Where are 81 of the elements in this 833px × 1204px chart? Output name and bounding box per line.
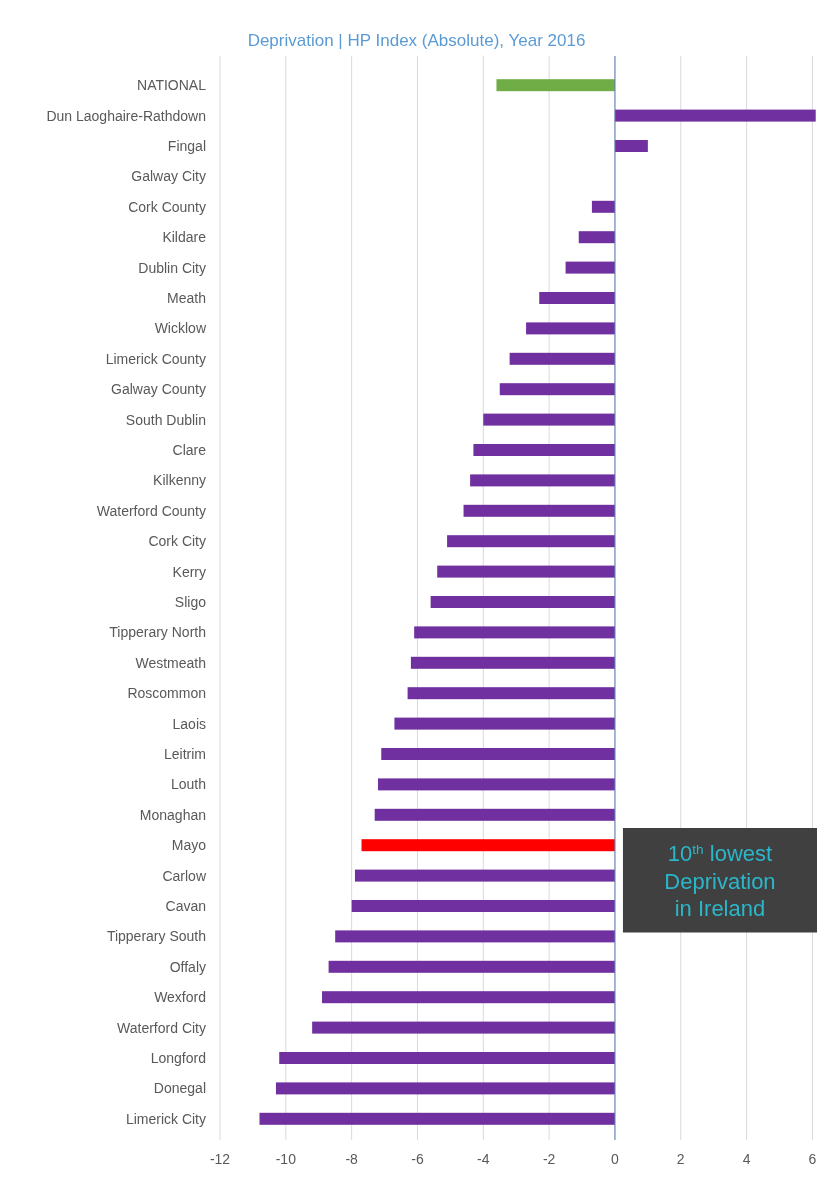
bar xyxy=(328,960,615,973)
bar xyxy=(437,565,615,578)
bar xyxy=(463,504,615,517)
y-tick-label: Clare xyxy=(172,441,207,458)
y-tick-label: Fingal xyxy=(167,137,206,154)
x-tick-label: 0 xyxy=(611,1151,620,1167)
y-tick-label: South Dublin xyxy=(125,411,206,428)
y-tick-label: Louth xyxy=(170,776,206,793)
bar xyxy=(410,656,615,669)
bar xyxy=(509,352,615,365)
bar xyxy=(361,839,615,852)
y-tick-label: Cork County xyxy=(128,198,206,215)
bar xyxy=(354,869,615,882)
bar xyxy=(335,930,615,943)
y-tick-label: Waterford City xyxy=(117,1019,206,1036)
bar xyxy=(614,140,648,152)
y-tick-label: Offaly xyxy=(169,958,206,975)
bar xyxy=(470,474,615,487)
x-tick-label: -12 xyxy=(209,1151,231,1167)
y-tick-label: Monaghan xyxy=(139,806,206,823)
x-tick-label: -2 xyxy=(542,1151,556,1167)
bar xyxy=(526,322,615,335)
bar xyxy=(430,596,615,608)
y-tick-label: Limerick County xyxy=(105,350,206,367)
bar xyxy=(447,535,615,548)
y-tick-label: Roscommon xyxy=(127,685,206,702)
x-tick-label: 4 xyxy=(742,1151,751,1167)
bar xyxy=(578,231,615,244)
y-tick-label: Limerick City xyxy=(125,1110,206,1127)
y-tick-label: Waterford County xyxy=(96,502,206,519)
x-tick-label: -10 xyxy=(275,1151,297,1167)
y-tick-label: Dun Laoghaire-Rathdown xyxy=(46,107,206,124)
bar xyxy=(473,444,615,456)
y-tick-label: Wexford xyxy=(154,989,206,1006)
bar xyxy=(259,1112,615,1125)
bar xyxy=(275,1082,615,1095)
y-tick-label: Tipperary North xyxy=(109,624,206,641)
y-tick-label: Carlow xyxy=(162,867,207,884)
y-tick-label: Sligo xyxy=(174,593,207,610)
bar xyxy=(322,991,615,1004)
y-tick-label: Kildare xyxy=(162,229,207,246)
bar xyxy=(565,261,615,274)
y-tick-label: Galway County xyxy=(111,381,206,398)
bar xyxy=(351,900,615,912)
y-tick-label: Tipperary South xyxy=(106,928,206,945)
y-tick-label: Laois xyxy=(172,715,206,732)
y-tick-label: Dublin City xyxy=(138,259,206,276)
y-tick-label: Cavan xyxy=(165,897,206,914)
y-tick-label: Longford xyxy=(150,1049,206,1066)
bar xyxy=(483,413,615,426)
bar xyxy=(414,626,615,639)
bar xyxy=(374,808,615,821)
x-tick-label: -8 xyxy=(345,1151,359,1167)
y-tick-label: Galway City xyxy=(131,168,206,185)
x-tick-label: 6 xyxy=(808,1151,817,1167)
bar xyxy=(312,1021,615,1034)
x-tick-label: -4 xyxy=(477,1151,490,1167)
y-tick-label: Westmeath xyxy=(135,654,206,671)
y-tick-label: Donegal xyxy=(153,1080,206,1097)
bar xyxy=(377,778,615,791)
y-tick-label: Kerry xyxy=(172,563,206,580)
bar xyxy=(499,383,615,396)
y-tick-label: Leitrim xyxy=(163,745,206,762)
y-tick-label: Mayo xyxy=(171,837,207,854)
x-tick-label: 2 xyxy=(676,1151,685,1167)
y-tick-label: NATIONAL xyxy=(137,77,207,94)
bar xyxy=(496,79,615,92)
bar xyxy=(394,717,615,730)
x-tick-label: -6 xyxy=(411,1151,424,1167)
y-tick-label: Cork City xyxy=(148,533,206,550)
bar xyxy=(407,687,615,700)
bar xyxy=(381,748,615,760)
y-tick-label: Meath xyxy=(167,289,206,306)
chart-title: Deprivation | HP Index (Absolute), Year 2016 xyxy=(247,31,586,50)
y-tick-label: Kilkenny xyxy=(153,472,206,489)
bar xyxy=(591,200,615,213)
annotation: 10$^{th}$ lowest Deprivation in Ireland xyxy=(664,841,776,921)
bar xyxy=(279,1052,615,1064)
bar xyxy=(614,109,816,122)
y-tick-label: Wicklow xyxy=(154,320,207,337)
bar xyxy=(539,292,615,304)
